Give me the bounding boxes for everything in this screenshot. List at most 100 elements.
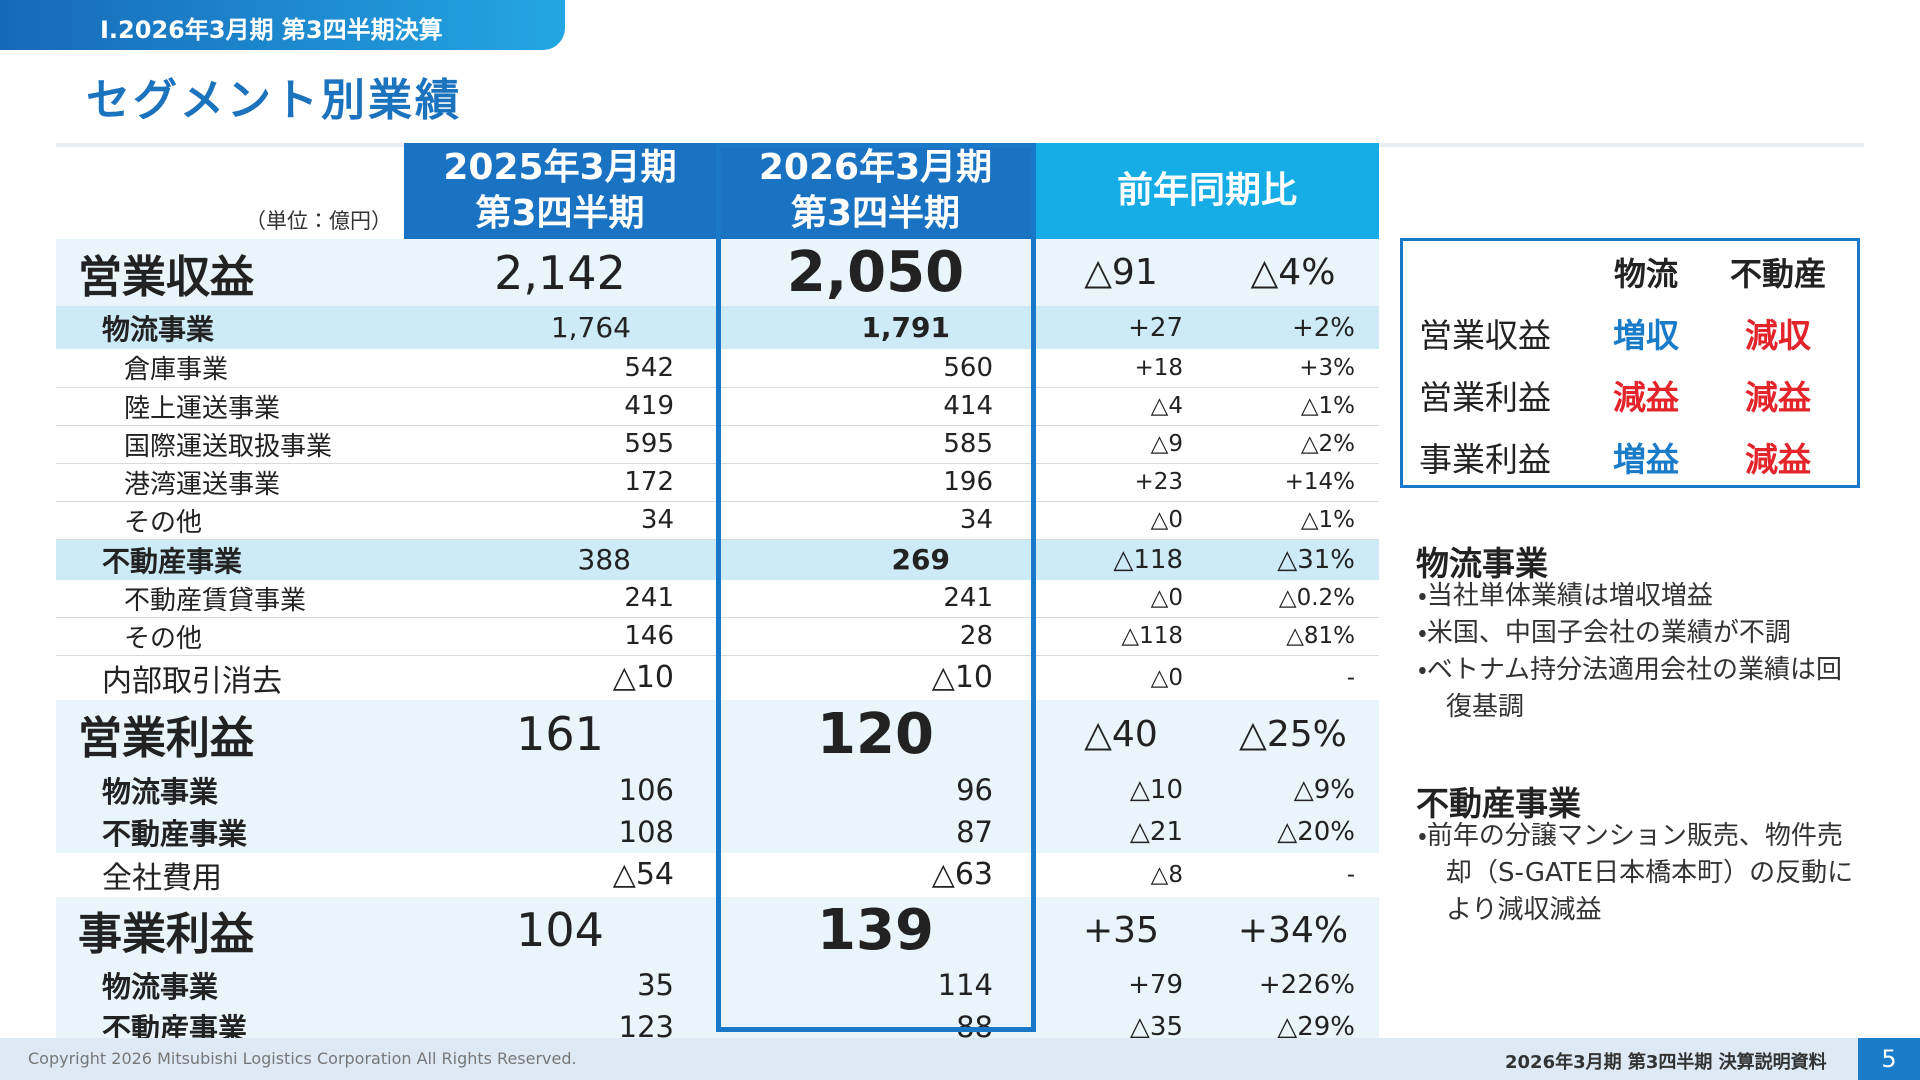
cell: - bbox=[1207, 852, 1380, 897]
note-bullet: ・前年の分譲マンション販売、物件売却（S-GATE日本橋本町）の反動により減収減… bbox=[1418, 821, 1854, 925]
cell: △10 bbox=[1035, 768, 1207, 811]
copyright: Copyright 2026 Mitsubishi Logistics Corp… bbox=[28, 1049, 577, 1068]
summary-label: 営業利益 bbox=[1419, 378, 1551, 417]
cell: △1% bbox=[1207, 501, 1380, 540]
cell: +34% bbox=[1207, 896, 1380, 964]
section-tab: Ⅰ.2026年3月期 第3四半期決算 bbox=[0, 0, 565, 50]
cell: 2,050 bbox=[716, 239, 1035, 306]
cell: 241 bbox=[404, 579, 716, 618]
table-row: 営業利益 161 120 △40 △25% bbox=[56, 699, 1380, 769]
cell: 241 bbox=[716, 579, 1035, 618]
note-heading: 物流事業 bbox=[1416, 544, 1548, 583]
row-label: 営業利益 bbox=[56, 699, 404, 769]
cell: 114 bbox=[716, 963, 1035, 1006]
cell: △4% bbox=[1207, 239, 1380, 306]
cell: △118 bbox=[1035, 617, 1207, 656]
column-header-line: 第3四半期 bbox=[475, 193, 645, 234]
row-label: その他 bbox=[56, 501, 404, 540]
note-heading: 不動産事業 bbox=[1416, 784, 1581, 823]
cell: 1,791 bbox=[716, 306, 1035, 349]
cell: +35 bbox=[1035, 896, 1207, 964]
cell: +2% bbox=[1207, 306, 1380, 349]
cell: 388 bbox=[404, 539, 716, 580]
cell: 108 bbox=[404, 810, 716, 853]
cell: △0.2% bbox=[1207, 579, 1380, 618]
summary-value: 増収 bbox=[1613, 316, 1679, 355]
table-row: 不動産事業 388 269 △118 △31% bbox=[56, 539, 1380, 580]
footer-bar bbox=[0, 1038, 1920, 1080]
summary-header: 物流 bbox=[1613, 255, 1678, 293]
row-label: 全社費用 bbox=[56, 852, 404, 897]
cell: △9% bbox=[1207, 768, 1380, 811]
cell: +23 bbox=[1035, 463, 1207, 502]
note-bullet: ・米国、中国子会社の業績が不調 bbox=[1418, 618, 1791, 648]
cell: △21 bbox=[1035, 810, 1207, 853]
table-row: 不動産賃貸事業 241 241 △0 △0.2% bbox=[56, 579, 1380, 618]
column-header-line: 2026年3月期 bbox=[758, 147, 993, 188]
cell: +79 bbox=[1035, 963, 1207, 1006]
cell: +27 bbox=[1035, 306, 1207, 349]
table-row: その他 146 28 △118 △81% bbox=[56, 617, 1380, 656]
table-row: 営業収益 2,142 2,050 △91 △4% bbox=[56, 239, 1380, 306]
summary-header: 不動産 bbox=[1729, 255, 1826, 293]
table-row: 内部取引消去 △10 △10 △0- bbox=[56, 655, 1380, 700]
table-row: 不動産事業 108 87 △21 △20% bbox=[56, 810, 1380, 853]
table-row: 事業利益 104 139 +35 +34% bbox=[56, 896, 1380, 964]
cell: △63 bbox=[716, 852, 1035, 897]
cell: 139 bbox=[716, 896, 1035, 964]
cell: △0 bbox=[1035, 501, 1207, 540]
cell: △10 bbox=[716, 655, 1035, 700]
row-label: 国際運送取扱事業 bbox=[56, 425, 404, 464]
cell: 96 bbox=[716, 768, 1035, 811]
summary-value: 減益 bbox=[1745, 378, 1811, 417]
table-row: 港湾運送事業 172 196 +23 +14% bbox=[56, 463, 1380, 502]
cell: △54 bbox=[404, 852, 716, 897]
cell: △8 bbox=[1035, 852, 1207, 897]
cell: △10 bbox=[404, 655, 716, 700]
cell: 34 bbox=[716, 501, 1035, 540]
table-row: 倉庫事業 542 560 +18 +3% bbox=[56, 349, 1380, 388]
column-header: 前年同期比 bbox=[1035, 143, 1380, 239]
cell: 87 bbox=[716, 810, 1035, 853]
cell: 34 bbox=[404, 501, 716, 540]
document-name: 2026年3月期 第3四半期 決算説明資料 bbox=[1505, 1052, 1827, 1073]
summary-value: 増益 bbox=[1613, 440, 1679, 479]
cell: 595 bbox=[404, 425, 716, 464]
cell: 196 bbox=[716, 463, 1035, 502]
cell: △2% bbox=[1207, 425, 1380, 464]
cell: △91 bbox=[1035, 239, 1207, 306]
table-row: 物流事業 1,764 1,791 +27 +2% bbox=[56, 306, 1380, 349]
column-header-line: 2025年3月期 bbox=[443, 147, 677, 188]
cell: 585 bbox=[716, 425, 1035, 464]
cell: △9 bbox=[1035, 425, 1207, 464]
unit: （単位：億円） bbox=[245, 209, 392, 233]
cell: 161 bbox=[404, 699, 716, 769]
header-row: （単位：億円） 2025年3月期 第3四半期 2026年3月期 第3四半期 前年同期… bbox=[56, 143, 1380, 239]
note-bullet: ・当社単体業績は増収増益 bbox=[1418, 581, 1713, 611]
cell: 106 bbox=[404, 768, 716, 811]
cell: +226% bbox=[1207, 963, 1380, 1006]
slide-title: セグメント別業績 bbox=[86, 75, 462, 126]
cell: 35 bbox=[404, 963, 716, 1006]
cell: △31% bbox=[1207, 539, 1380, 580]
table-row: 物流事業 106 96 △10 △9% bbox=[56, 768, 1380, 811]
cell: 542 bbox=[404, 349, 716, 388]
row-label: 不動産賃貸事業 bbox=[56, 579, 404, 618]
column-header-line: 第3四半期 bbox=[790, 193, 961, 234]
row-label: 物流事業 bbox=[56, 768, 404, 811]
page-number: 5 bbox=[1858, 1038, 1920, 1080]
cell: 28 bbox=[716, 617, 1035, 656]
summary-value: 減益 bbox=[1745, 440, 1811, 479]
summary-box: 物流 不動産 営業収益 増収 減収 営業利益 減益 減益 事業利益 増益 減益 bbox=[1400, 238, 1860, 488]
cell: - bbox=[1207, 655, 1380, 700]
cell: +3% bbox=[1207, 349, 1380, 388]
cell: 414 bbox=[716, 387, 1035, 426]
row-label: 事業利益 bbox=[56, 896, 404, 964]
row-label: その他 bbox=[56, 617, 404, 656]
table-row: 全社費用 △54 △63 △8- bbox=[56, 852, 1380, 897]
summary-value: 減益 bbox=[1613, 378, 1679, 417]
cell: +18 bbox=[1035, 349, 1207, 388]
column-header: 2025年3月期 第3四半期 bbox=[404, 143, 716, 239]
cell: 120 bbox=[716, 699, 1035, 769]
table-row: 国際運送取扱事業 595 585 △9 △2% bbox=[56, 425, 1380, 464]
